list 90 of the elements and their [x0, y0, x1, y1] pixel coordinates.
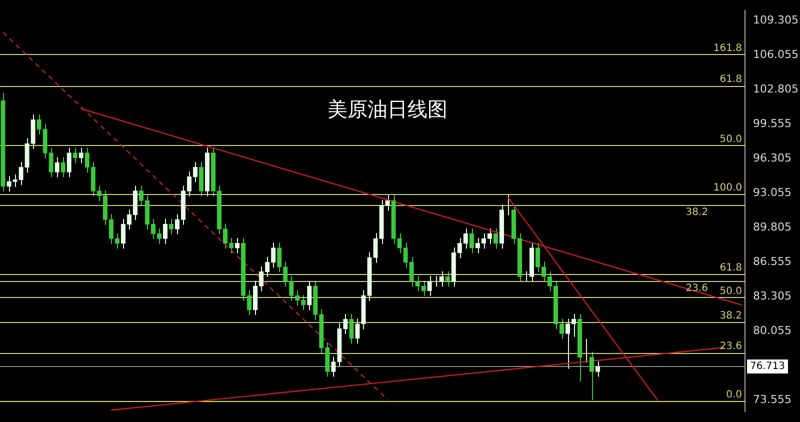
candlestick: [307, 280, 312, 311]
candlestick: [295, 290, 300, 306]
y-tick-label: 99.555: [753, 116, 792, 130]
y-tick-label: 93.055: [753, 186, 792, 199]
y-tick-label: 80.055: [753, 324, 792, 337]
candlestick: [42, 124, 48, 159]
candlestick: [469, 228, 474, 254]
candlestick: [84, 147, 90, 174]
annotation: 161.8: [713, 42, 742, 54]
candlestick: [198, 162, 204, 197]
annotation: 38.2: [686, 206, 708, 218]
annotation: 61.8: [720, 262, 742, 274]
candlestick: [595, 360, 600, 378]
annotation: 38.2: [720, 310, 742, 322]
y-tick-label: 83.305: [753, 289, 792, 302]
candlestick: [265, 256, 270, 278]
candlestick: [120, 218, 126, 250]
candlestick: [78, 147, 84, 164]
candlestick: [174, 214, 180, 235]
annotation: 61.8: [720, 74, 742, 86]
candlestick: [403, 242, 408, 268]
y-tick-label: 86.555: [753, 254, 792, 268]
annotation: 50.0: [720, 134, 742, 146]
candlestick: [355, 318, 360, 344]
candlestick: [421, 280, 426, 297]
candlestick: [162, 218, 168, 244]
candlestick: [277, 242, 282, 273]
candlestick: [535, 242, 540, 273]
ref-line-label: 76.713: [750, 361, 785, 372]
candlestick: [301, 294, 306, 311]
text: 美原油日线图: [327, 96, 448, 121]
candlestick: [385, 194, 390, 212]
candlestick: [463, 228, 468, 250]
candlestick: [102, 190, 108, 226]
candlestick: [253, 280, 258, 316]
candlestick: [325, 342, 330, 378]
candlestick: [439, 270, 444, 288]
candlestick: [475, 238, 480, 254]
annotation: 50.0: [720, 286, 742, 298]
candlestick: [493, 228, 498, 250]
candlestick: [373, 232, 378, 264]
candlestick: [234, 238, 240, 254]
candlestick: [60, 156, 66, 178]
annotation: 0.0: [726, 389, 742, 400]
candlestick: [481, 232, 486, 250]
candlestick: [289, 275, 294, 302]
y-tick-label: 106.055: [753, 48, 798, 61]
candlestick: [457, 238, 462, 259]
candlestick: [114, 232, 120, 250]
candlestick: [571, 313, 576, 338]
candlestick: [343, 313, 348, 335]
annotation: 23.6: [720, 341, 742, 352]
annotation: 23.6: [686, 282, 708, 294]
candlestick: [559, 318, 564, 340]
candlestick: [168, 218, 174, 235]
candlestick: [6, 176, 12, 192]
candlestick: [541, 261, 546, 282]
candlestick: [36, 114, 42, 136]
candlestick: [331, 356, 336, 378]
candlestick: [397, 232, 402, 254]
candlestick: [415, 275, 420, 292]
candlestick: [547, 270, 552, 292]
candlestick: [18, 162, 24, 186]
candlestick: [259, 266, 264, 292]
y-tick-label: 102.805: [753, 82, 798, 96]
candlestick: [72, 147, 78, 164]
candlestick: [108, 214, 114, 244]
y-tick-label: 73.555: [753, 392, 792, 406]
y-tick-label: 96.305: [753, 151, 792, 164]
candlestick: [138, 185, 144, 206]
candlestick: [445, 270, 450, 288]
candlestick: [24, 138, 30, 174]
candlestick: [271, 242, 276, 268]
candlestick: [283, 261, 288, 288]
candlestick: [565, 318, 570, 370]
y-tick-label: 89.805: [753, 220, 792, 234]
candlestick: [427, 275, 432, 297]
candlestick: [48, 147, 54, 178]
candlestick: [90, 162, 96, 197]
candlestick: [54, 156, 60, 178]
candlestick: [247, 290, 252, 316]
candlestick: [66, 147, 72, 178]
candlestick: [409, 256, 414, 288]
candlestick: [349, 313, 354, 344]
candlestick: [96, 185, 102, 202]
annotation: 100.0: [713, 182, 742, 194]
candlestick: [30, 114, 36, 150]
candlestick: [487, 228, 492, 244]
candlestick: [589, 351, 594, 400]
y-tick-label: 109.305: [753, 13, 798, 26]
